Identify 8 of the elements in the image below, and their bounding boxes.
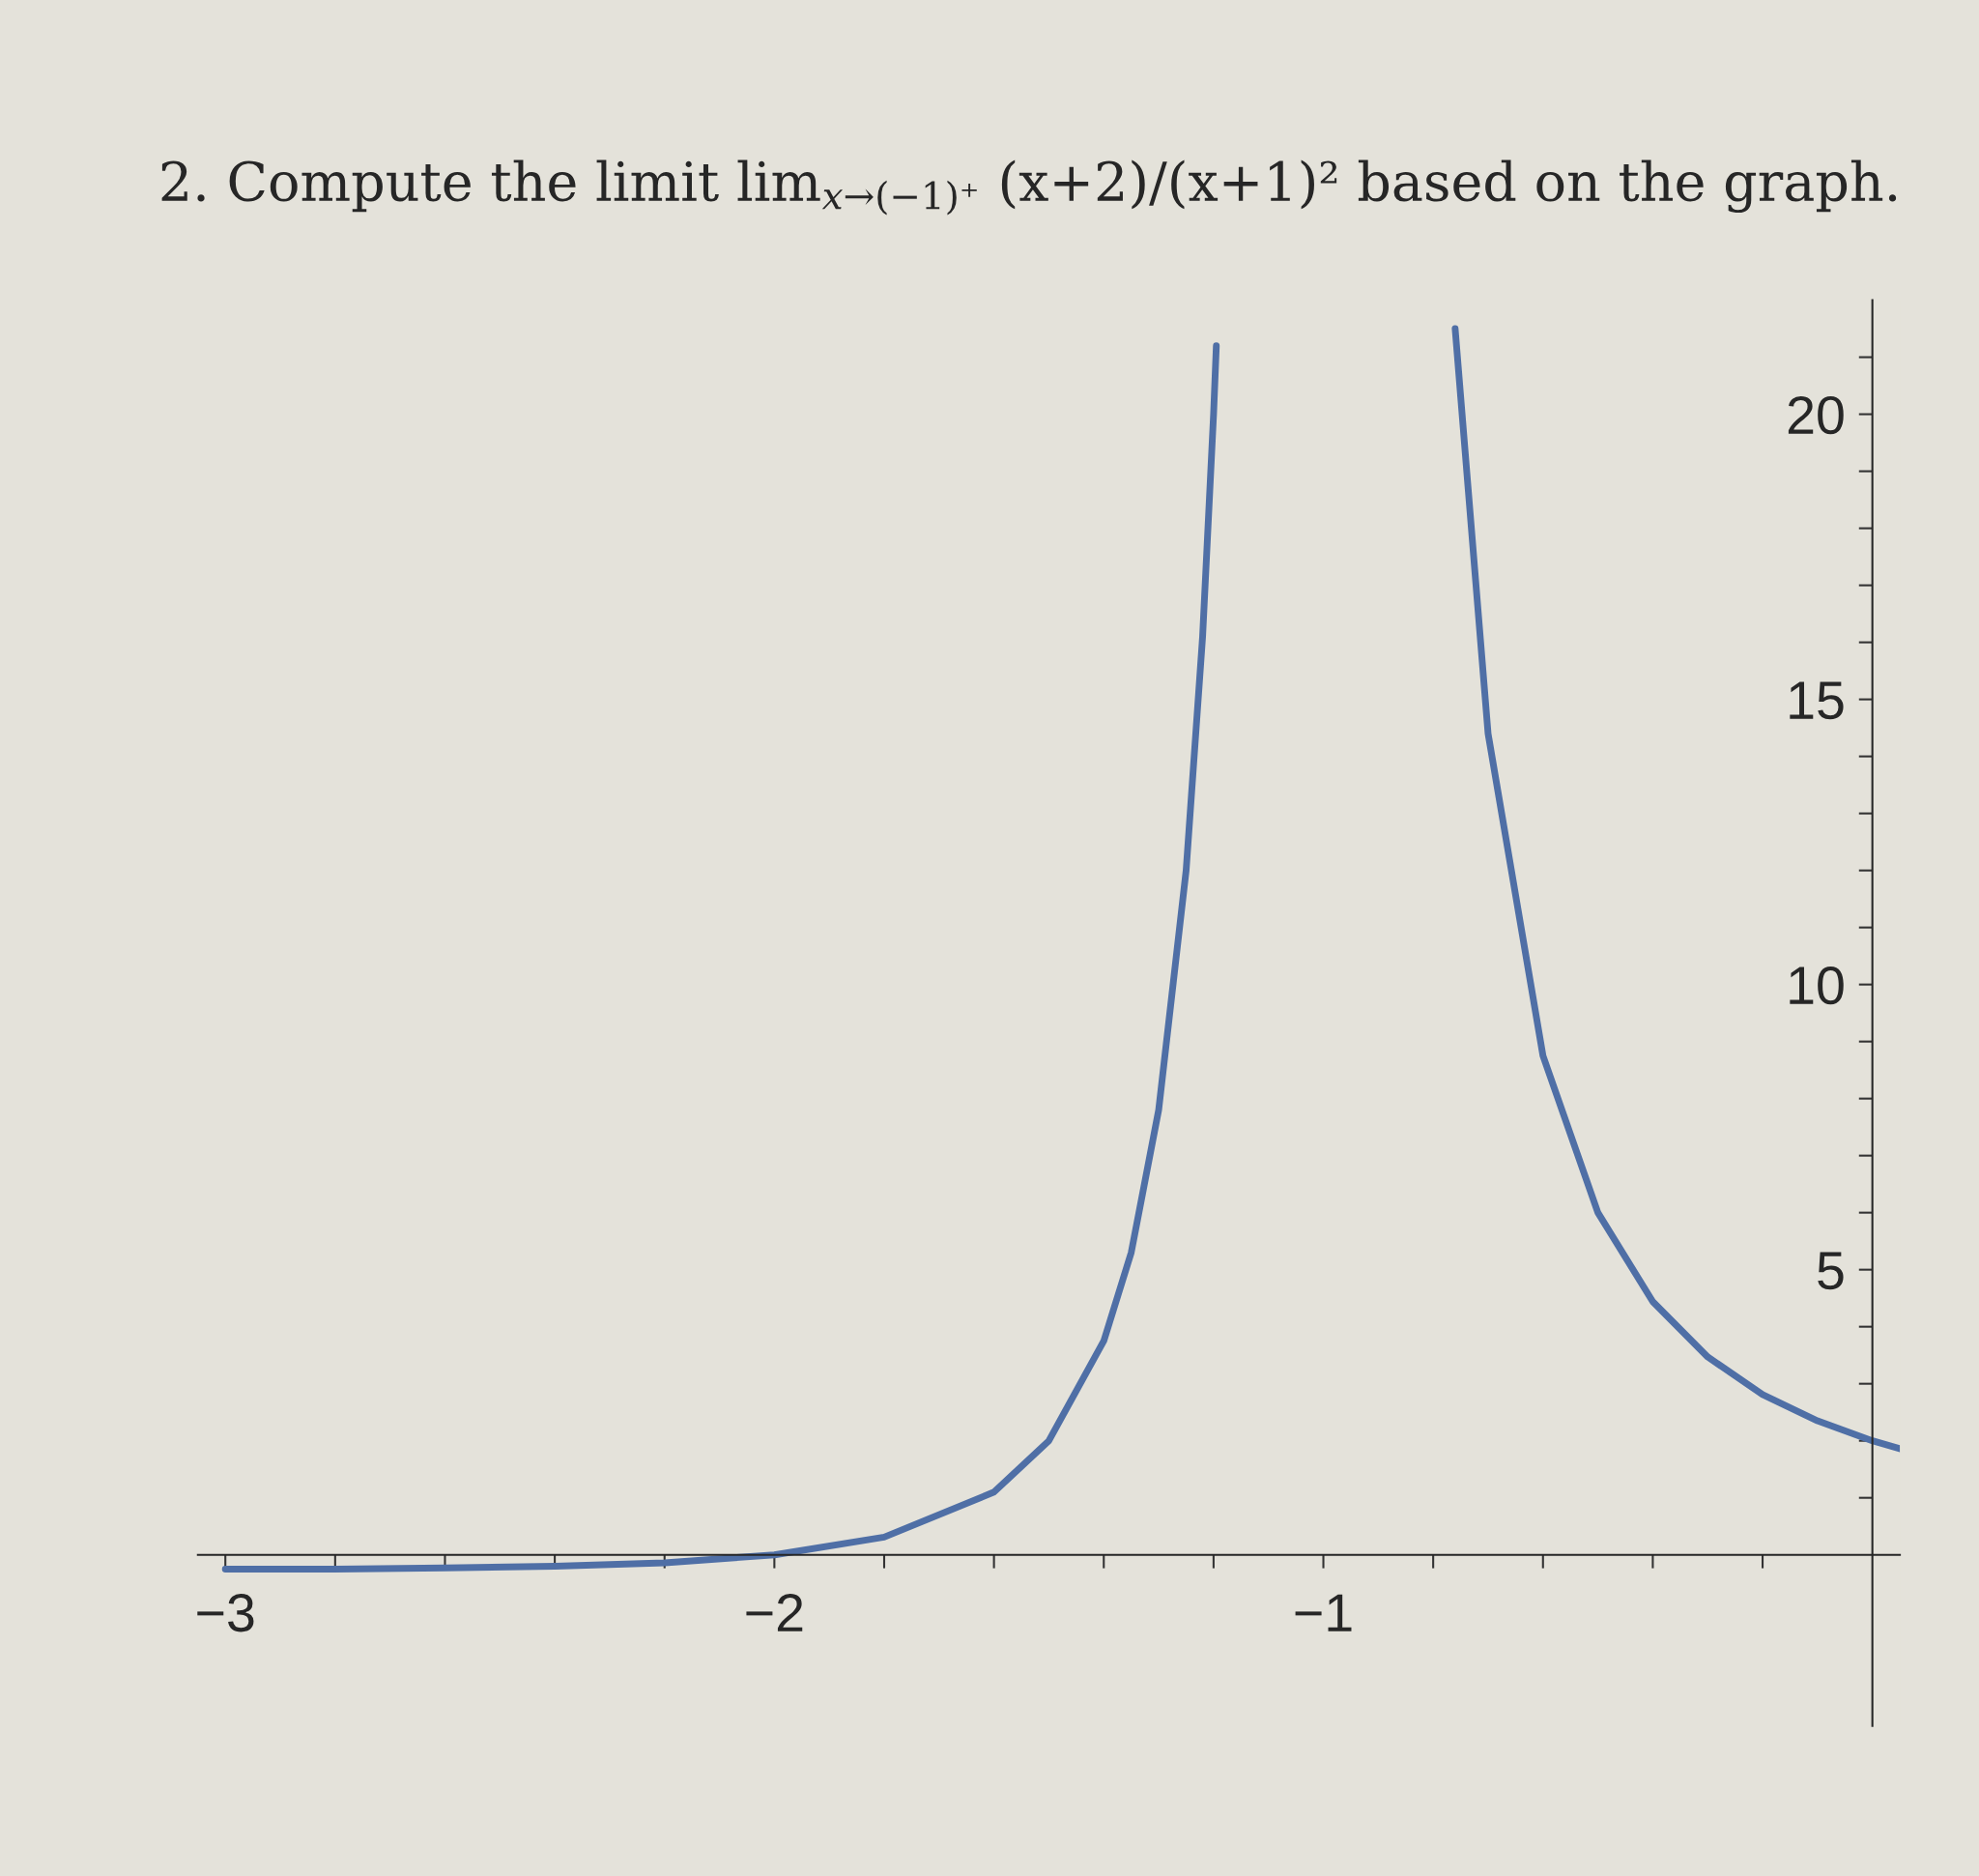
x-tick-label: −3 [197,1594,254,1632]
y-tick-label: 10 [1790,966,1844,1005]
x-tick-label: −1 [1295,1594,1352,1631]
y-tick-label: 20 [1788,395,1844,435]
chart-title: 2. Compute the limit lim$_{x→(−1)⁺}$ (x+2)/(x+1)² based on the graph. [161,159,1897,216]
y-tick-label: 15 [1790,681,1844,720]
y-tick-label: 5 [1818,1252,1844,1290]
x-tick-label: −2 [746,1594,803,1631]
